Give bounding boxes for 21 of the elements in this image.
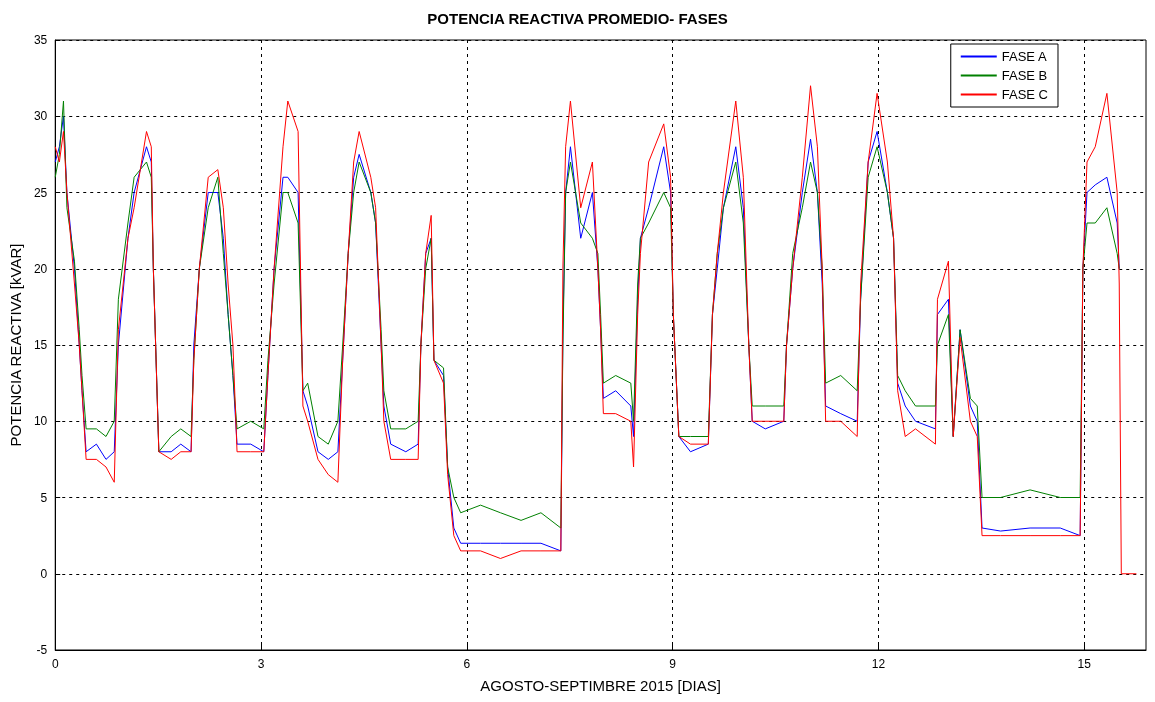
y-tick-label: 35	[33, 33, 48, 47]
x-tick-label: 9	[669, 657, 677, 671]
chart-title: POTENCIA REACTIVA PROMEDIO- FASES	[427, 10, 728, 27]
x-axis-title: AGOSTO-SEPTIMBRE 2015 [DIAS]	[480, 677, 721, 694]
legend-label: FASE A	[1001, 49, 1047, 64]
legend-label: FASE B	[1001, 68, 1048, 83]
y-tick-label: 10	[33, 414, 48, 429]
x-tick-label: 6	[463, 657, 471, 671]
y-tick-label: 20	[33, 261, 48, 276]
y-tick-label: -5	[36, 643, 48, 657]
y-axis-title: POTENCIA REACTIVA [kVAR]	[7, 243, 24, 447]
y-tick-label: 25	[33, 185, 48, 200]
x-tick-label: 12	[871, 657, 886, 671]
x-tick-label: 3	[257, 657, 265, 671]
x-tick-label: 0	[51, 657, 59, 671]
x-tick-label: 15	[1077, 657, 1092, 671]
legend-label: FASE C	[1001, 87, 1049, 102]
y-tick-label: 15	[33, 338, 48, 352]
y-tick-label: 5	[40, 490, 48, 505]
y-tick-label: 0	[40, 566, 48, 581]
y-tick-label: 30	[33, 109, 48, 124]
